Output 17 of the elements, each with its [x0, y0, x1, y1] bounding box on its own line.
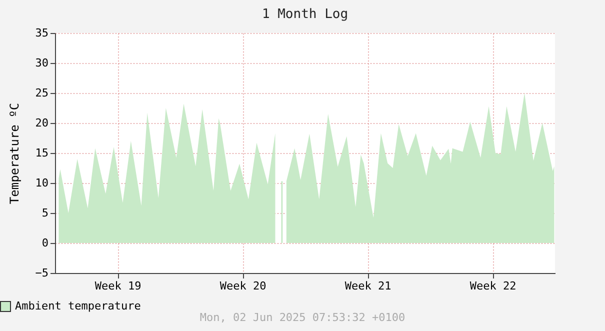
legend-label: Ambient temperature [15, 300, 141, 312]
y-tick-label: 30 [35, 56, 48, 70]
x-tick-label: Week 19 [94, 280, 142, 292]
y-axis-title: Temperature ºC [7, 102, 22, 204]
y-tick-label: 15 [35, 146, 48, 160]
y-tick-label: 0 [42, 236, 48, 250]
chart-title: 1 Month Log [262, 7, 348, 22]
text: Mon, 02 Jun 2025 07:53:32 +0100 [198, 311, 406, 324]
y-tick-label: 35 [35, 26, 48, 40]
x-tick-label: Week 21 [344, 280, 392, 292]
y-tick-label: 20 [35, 116, 48, 130]
x-tick-label: Week 20 [220, 280, 266, 292]
y-tick-label: 25 [35, 86, 48, 100]
y-tick-label: 5 [42, 206, 48, 220]
y-tick-label: −5 [35, 266, 48, 280]
x-tick-label: Week 22 [470, 280, 516, 292]
y-tick-label: 10 [35, 176, 48, 190]
